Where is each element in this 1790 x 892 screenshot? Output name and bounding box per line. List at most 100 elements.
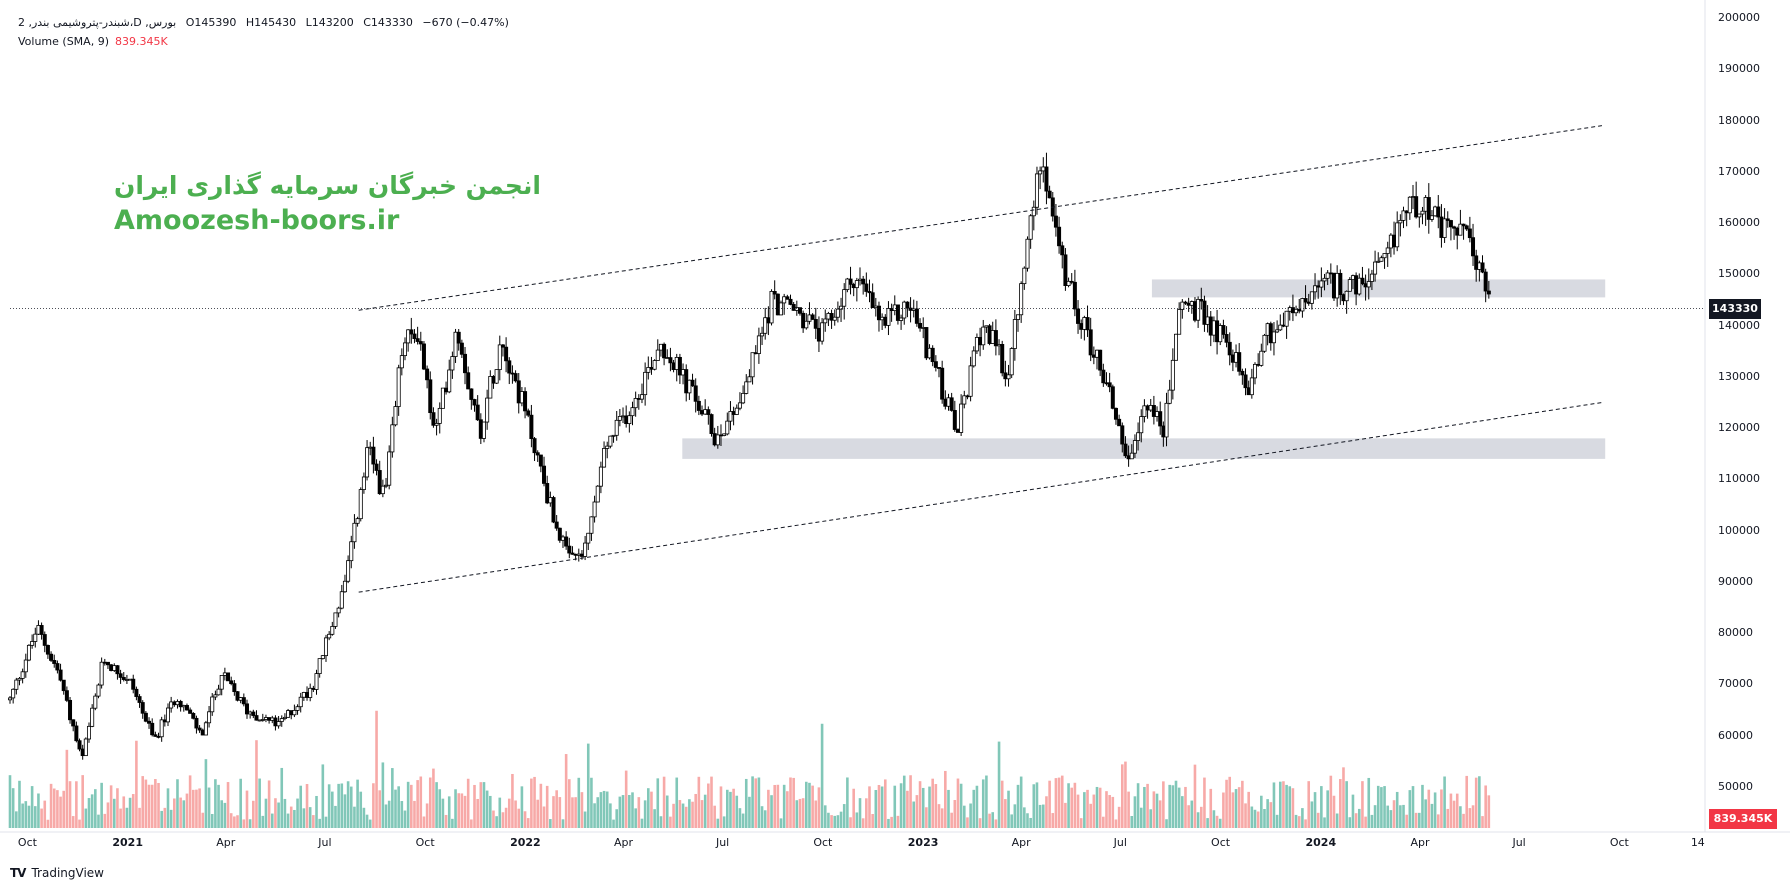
candle-body <box>797 307 802 314</box>
volume-bar <box>877 784 881 828</box>
volume-bar <box>1013 804 1017 828</box>
volume-bar <box>694 793 697 828</box>
candle-body <box>1199 298 1204 302</box>
candle-body <box>39 625 44 635</box>
price-tick-label: 180000 <box>1718 113 1760 127</box>
volume-bar <box>182 800 186 828</box>
volume-bar <box>46 819 50 828</box>
candle-body <box>333 612 338 627</box>
candle-body <box>602 448 607 468</box>
candle-body <box>507 360 512 374</box>
volume-bar <box>1007 790 1010 828</box>
candle-body <box>905 301 910 309</box>
candle-body <box>368 446 373 449</box>
volume-bar <box>1418 812 1421 828</box>
volume-bar <box>337 783 340 828</box>
candle-body <box>162 719 167 723</box>
candle-body <box>937 367 942 369</box>
time-tick-label: 2024 <box>1305 836 1337 849</box>
volume-bar <box>65 749 69 828</box>
candle-body <box>1401 210 1406 221</box>
candle-body <box>696 400 701 411</box>
volume-bar <box>959 783 963 828</box>
volume-bar <box>969 803 972 828</box>
candle-body <box>1060 245 1065 256</box>
candle-body <box>11 688 16 699</box>
candle-body <box>700 410 705 415</box>
volume-bar <box>823 805 827 828</box>
candle-body <box>1455 227 1460 236</box>
volume-bar <box>716 818 720 828</box>
volume-bar <box>849 817 852 828</box>
candle-body <box>1227 341 1232 356</box>
candle-body <box>551 497 556 523</box>
volume-bar <box>1487 795 1491 828</box>
volume-indicator-label[interactable]: Volume (SMA, 9) <box>18 35 109 48</box>
price-candles <box>7 152 1491 760</box>
volume-bar <box>410 784 413 828</box>
candle-body <box>1136 432 1141 441</box>
volume-bar <box>40 808 43 828</box>
time-tick-label: Jul <box>1113 836 1127 849</box>
volume-bar <box>1048 780 1051 828</box>
symbol-name[interactable]: 2 ,شبندر-پتروشیمی بندر،D ,بورس <box>18 16 177 29</box>
volume-bar <box>852 788 855 828</box>
candle-body <box>636 398 641 400</box>
volume-bar <box>624 770 628 828</box>
candle-body <box>848 278 853 285</box>
candle-body <box>1354 275 1359 295</box>
candle-body <box>576 553 581 556</box>
volume-bar <box>602 790 606 828</box>
volume-bar <box>489 795 492 828</box>
candle-body <box>425 368 430 381</box>
candle-body <box>289 710 294 716</box>
candle-body <box>339 591 344 609</box>
candle-body <box>858 278 863 281</box>
price-tick-label: 120000 <box>1718 421 1760 435</box>
volume-bar <box>659 816 663 828</box>
candle-body <box>886 308 891 326</box>
volume-bar <box>283 798 287 828</box>
volume-bar <box>1468 808 1472 828</box>
candle-body <box>895 304 900 321</box>
volume-bar <box>605 791 609 828</box>
tradingview-footer[interactable]: TV TradingView <box>10 866 104 880</box>
candle-body <box>1189 301 1194 306</box>
candle-body <box>346 560 351 582</box>
volume-bar <box>981 779 985 828</box>
volume-bar <box>1234 789 1238 828</box>
volume-bar <box>157 782 160 828</box>
volume-bar <box>842 804 846 828</box>
volume-bar <box>542 806 546 828</box>
volume-bar <box>1092 794 1096 828</box>
volume-bar <box>59 796 62 828</box>
candle-body <box>481 421 486 439</box>
volume-bar <box>1332 795 1336 828</box>
volume-bar <box>454 789 457 828</box>
candle-body <box>1003 372 1008 380</box>
candle-body <box>1410 196 1415 198</box>
volume-bar <box>441 798 445 828</box>
tradingview-logo-icon: TV <box>10 866 27 880</box>
volume-bar <box>1326 790 1329 828</box>
candle-body <box>1091 354 1096 358</box>
candle-body <box>169 701 174 709</box>
candle-body <box>1063 254 1068 286</box>
volume-value-tag: 839.345K <box>1709 809 1777 829</box>
candle-body <box>775 293 780 316</box>
candle-body <box>131 678 136 690</box>
volume-bar <box>1196 812 1200 828</box>
candle-body <box>677 356 682 376</box>
candle-body <box>962 395 967 405</box>
volume-bar <box>786 791 789 828</box>
candle-body <box>1483 271 1488 292</box>
candle-body <box>538 454 543 467</box>
ohlc-values: O145390 H145430 L143200 C143330 −670 (−0… <box>180 16 509 29</box>
volume-bar <box>782 784 786 828</box>
volume-bar <box>229 813 233 828</box>
volume-bar <box>801 798 805 828</box>
time-tick-label: 2023 <box>907 836 939 849</box>
candle-body <box>510 372 515 375</box>
candle-body <box>1256 363 1261 366</box>
